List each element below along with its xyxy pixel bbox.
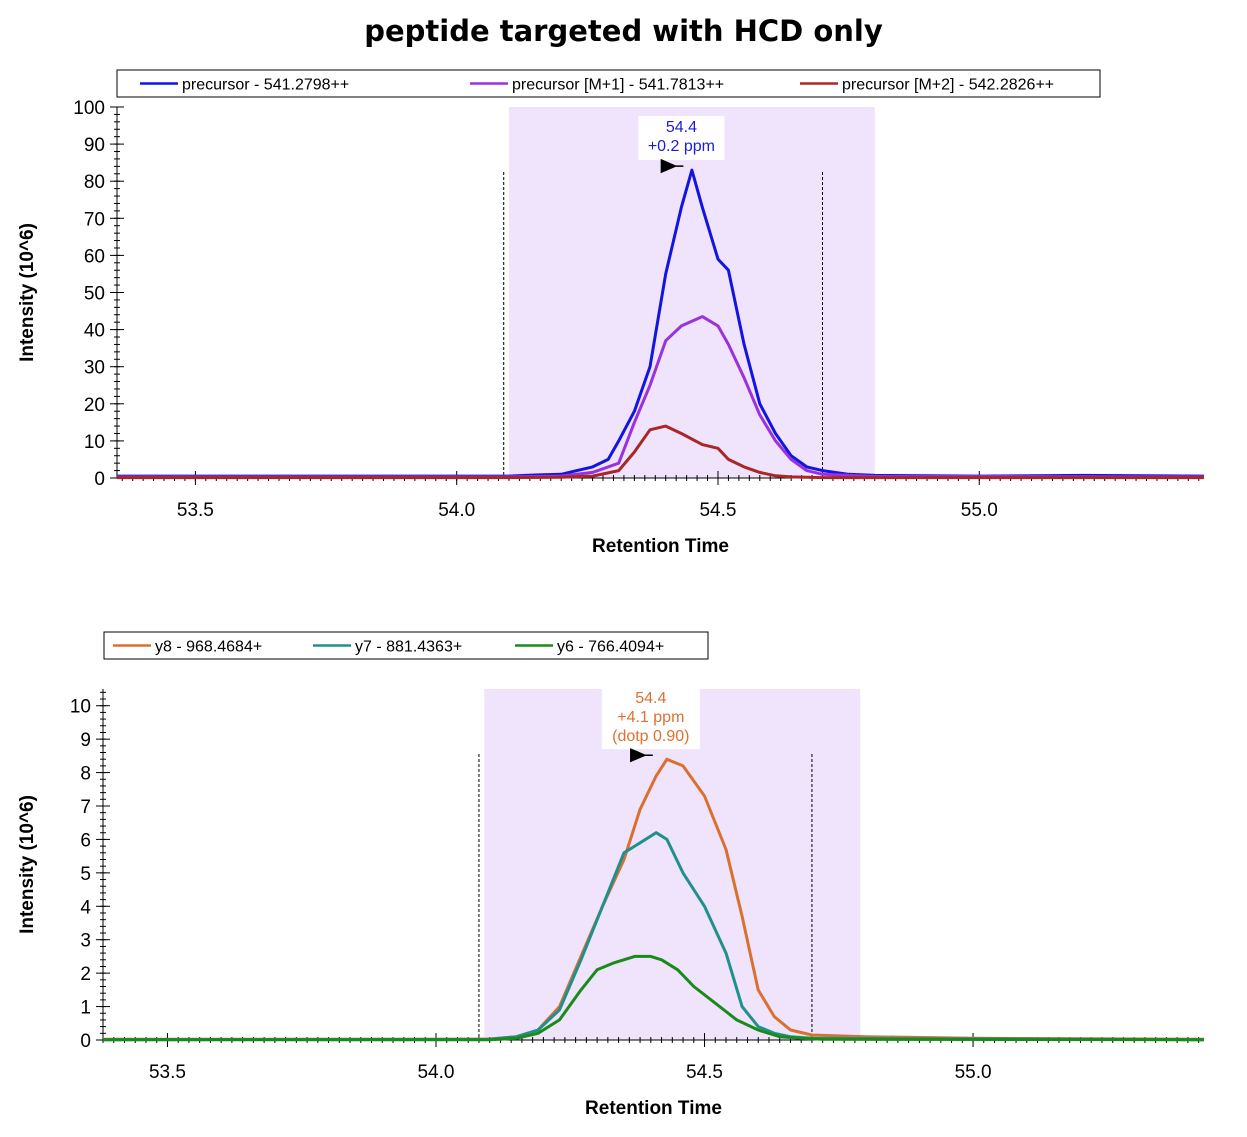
y-tick-label: 40 <box>84 321 105 342</box>
y-tick-label: 8 <box>80 764 91 785</box>
y-tick-label: 0 <box>94 469 105 490</box>
y-tick-label: 100 <box>73 98 105 119</box>
x-tick-label: 53.5 <box>149 1062 186 1083</box>
y-tick-label: 5 <box>80 864 91 885</box>
y-tick-label: 4 <box>80 897 91 918</box>
y-tick-label: 7 <box>80 797 91 818</box>
series-line-3 <box>117 424 1204 480</box>
series-line-3 <box>103 954 1205 1042</box>
peak-annotation-text: +4.1 ppm <box>617 709 684 726</box>
y-tick-label: 80 <box>84 172 105 193</box>
y-tick-label: 20 <box>84 395 105 416</box>
page-title: peptide targeted with HCD only <box>364 14 883 48</box>
peak-annotation-text: (dotp 0.90) <box>612 728 689 745</box>
peak-marker-icon <box>660 158 684 174</box>
legend-label-2: precursor [M+1] - 541.7813++ <box>512 77 724 94</box>
y-tick-label: 70 <box>84 209 105 230</box>
legend-label-2: y7 - 881.4363+ <box>355 639 462 656</box>
integration-region <box>508 107 875 478</box>
series-line-2 <box>102 831 1205 1042</box>
y-tick-label: 6 <box>80 830 91 851</box>
peak-annotation-box <box>638 116 725 161</box>
x-tick-label: 54.5 <box>699 500 736 521</box>
x-tick-label: 54.0 <box>438 500 475 521</box>
legend-label-3: precursor [M+2] - 542.2826++ <box>842 77 1054 94</box>
x-tick-label: 54.5 <box>686 1062 723 1083</box>
legend-box <box>103 631 709 660</box>
x-tick-label: 54.0 <box>417 1062 454 1083</box>
y-tick-label: 9 <box>80 730 91 751</box>
y-tick-label: 50 <box>84 284 105 305</box>
y-tick-label: 90 <box>84 135 105 156</box>
y-tick-label: 2 <box>80 964 91 985</box>
peak-marker-icon <box>630 748 653 763</box>
peak-annotation-text: 54.4 <box>666 119 697 136</box>
x-tick-label: 55.0 <box>955 1062 992 1083</box>
series-line-2 <box>117 315 1205 479</box>
y-tick-label: 10 <box>84 432 105 453</box>
peak-annotation-box <box>601 687 700 750</box>
peak-annotation-text: +0.2 ppm <box>648 138 715 155</box>
legend-label-1: y8 - 968.4684+ <box>155 639 262 656</box>
legend-label-1: precursor - 541.2798++ <box>182 77 349 94</box>
x-tick-label: 55.0 <box>961 500 998 521</box>
x-axis-title: Retention Time <box>585 1098 722 1119</box>
chart-panel-1: 0 10 20 30 40 50 60 70 80 90 100 53.5 54.0 54.5 55.0 Re… <box>17 69 1205 557</box>
y-tick-label: 3 <box>80 931 91 952</box>
peak-annotation-text: 54.4 <box>635 690 666 707</box>
y-tick-label: 30 <box>84 358 105 379</box>
y-axis-title: Intensity (10^6) <box>17 795 38 934</box>
x-tick-label: 53.5 <box>177 500 214 521</box>
legend-box <box>116 69 1101 98</box>
x-axis-title: Retention Time <box>592 536 729 557</box>
y-tick-label: 0 <box>80 1031 91 1052</box>
y-tick-label: 60 <box>84 246 105 267</box>
y-axis-title: Intensity (10^6) <box>17 223 38 362</box>
chart-panel-2: 0 1 2 3 4 5 6 7 8 9 10 53.5 54.0 54.5 55.0 Retention Ti… <box>17 631 1205 1119</box>
legend-label-3: y6 - 766.4094+ <box>557 639 664 656</box>
y-tick-label: 1 <box>80 998 91 1019</box>
y-tick-label: 10 <box>70 697 91 718</box>
